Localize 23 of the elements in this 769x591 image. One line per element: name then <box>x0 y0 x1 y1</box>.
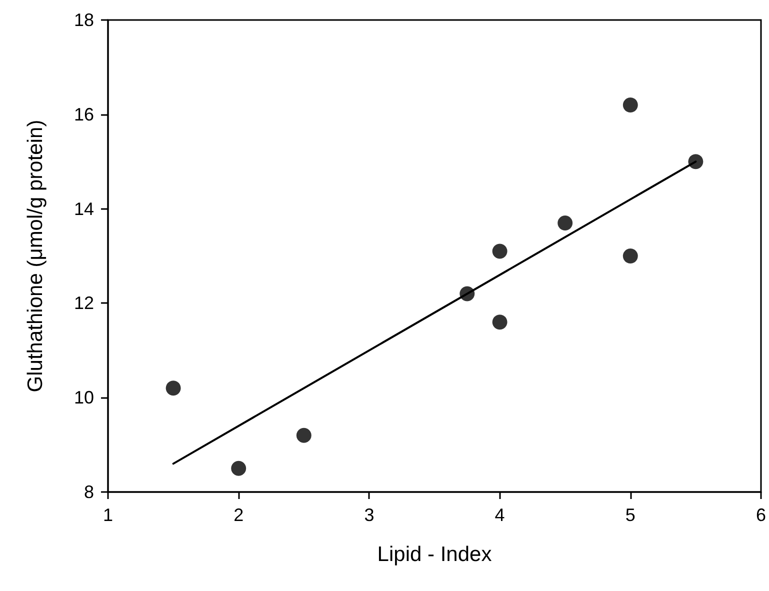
x-tick-label: 4 <box>494 505 505 525</box>
point <box>492 314 508 330</box>
point <box>688 154 704 170</box>
point <box>296 428 312 443</box>
x-tick-label: 6 <box>756 505 766 525</box>
point <box>492 244 508 259</box>
x-axis-title: Lipid - Index <box>377 543 492 566</box>
y-tick-label: 18 <box>74 10 94 30</box>
y-tick-label: 8 <box>84 482 94 502</box>
x-tick-label: 2 <box>234 505 244 525</box>
x-tick-label: 3 <box>364 505 374 525</box>
y-tick-label: 10 <box>74 388 94 408</box>
point <box>622 248 638 264</box>
y-tick-label: 12 <box>74 293 94 314</box>
point <box>166 380 181 396</box>
point <box>231 460 246 476</box>
y-axis-title: Gluthathione (μmol/g protein) <box>24 120 47 392</box>
y-tick-label: 14 <box>74 198 94 219</box>
x-tick-label: 1 <box>102 505 114 525</box>
point <box>622 97 638 112</box>
y-tick-label: 16 <box>74 104 94 124</box>
point <box>558 215 573 230</box>
x-tick-label: 5 <box>625 505 636 525</box>
